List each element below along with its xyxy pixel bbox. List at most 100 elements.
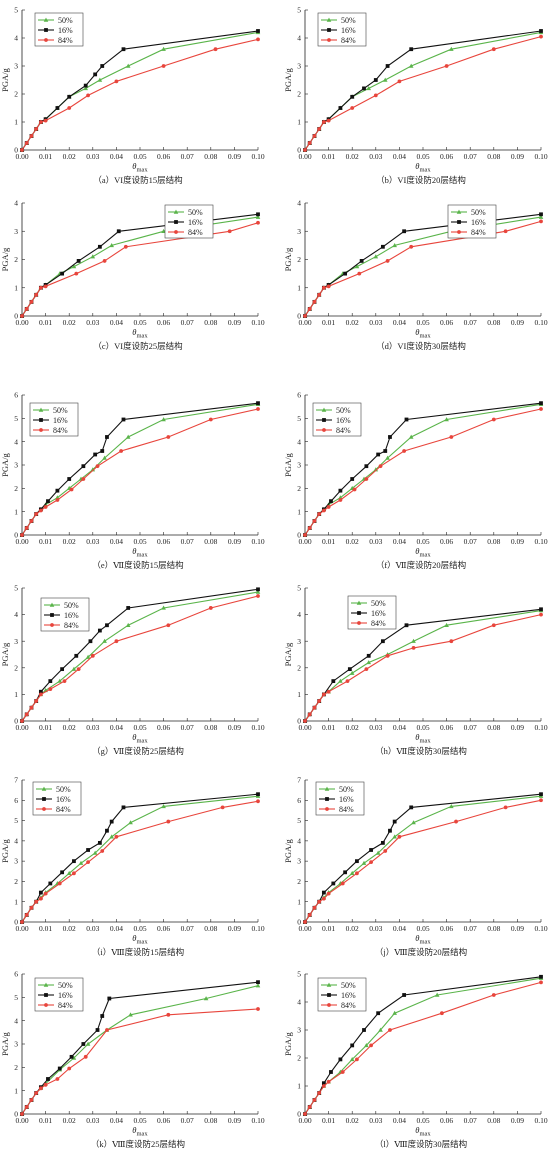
x-tick-label: 0.02 — [346, 1116, 359, 1125]
data-point-16% — [338, 1057, 343, 1062]
y-tick-label: 5 — [297, 6, 301, 15]
y-tick-label: 5 — [14, 584, 18, 593]
data-point-16% — [100, 449, 105, 453]
y-tick-label: 1 — [297, 118, 301, 127]
data-point-50% — [97, 77, 103, 82]
data-point-16% — [60, 271, 65, 276]
data-point-84% — [102, 259, 107, 263]
data-point-16% — [380, 244, 385, 249]
y-tick-label: 0 — [14, 918, 18, 927]
y-tick-label: 3 — [14, 62, 18, 71]
data-point-84% — [539, 798, 543, 803]
data-point-84% — [307, 141, 312, 145]
data-point-84% — [383, 849, 388, 853]
y-tick-label: 2 — [297, 663, 301, 672]
series-line-16% — [21, 30, 259, 151]
y-tick-label: 3 — [297, 227, 301, 236]
data-point-84% — [321, 1084, 326, 1088]
legend-label-16%: 16% — [58, 991, 73, 1000]
data-point-16% — [373, 78, 378, 82]
y-tick-label: 4 — [14, 836, 18, 845]
y-axis-label: PGA/g — [0, 1031, 10, 1055]
x-tick-label: 0.01 — [39, 924, 52, 933]
x-tick-label: 0.08 — [487, 1116, 500, 1125]
x-tick-label: 0.07 — [464, 723, 477, 732]
data-point-16% — [105, 435, 109, 439]
legend-marker-50% — [49, 602, 55, 607]
data-point-84% — [307, 913, 312, 917]
legend-marker-16% — [50, 613, 54, 617]
x-tick-label: 0.07 — [464, 924, 477, 933]
panel-caption: （a）VI度设防15层结构 — [93, 175, 182, 185]
x-tick-label: 0.03 — [86, 1116, 99, 1125]
data-point-16% — [409, 47, 414, 52]
data-point-84% — [29, 1098, 34, 1102]
data-point-16% — [404, 417, 409, 422]
data-point-84% — [86, 860, 90, 865]
legend-label-84%: 84% — [371, 619, 386, 628]
chart-panel-c: 0.00 0.01 0.02 0.03 0.04 0.05 0.06 0.07 0.08 0.09… — [0, 199, 265, 351]
data-point-84% — [303, 314, 307, 318]
x-tick-label: 0.04 — [110, 152, 123, 161]
x-tick-label: 0.09 — [511, 537, 524, 546]
y-tick-label: 0 — [297, 717, 301, 726]
x-tick-label: 0.06 — [440, 152, 453, 161]
data-point-84% — [312, 705, 317, 710]
legend: 50%16%84% — [34, 12, 84, 47]
data-point-84% — [55, 1077, 60, 1081]
y-tick-label: 5 — [297, 816, 301, 825]
data-point-50% — [392, 242, 397, 248]
x-tick-label: 0.01 — [39, 318, 52, 327]
data-point-16% — [126, 606, 131, 610]
panel-caption: （l）Ⅷ度设防30层结构 — [375, 1139, 467, 1149]
data-point-50% — [354, 264, 360, 269]
y-tick-label: 1 — [297, 1082, 301, 1091]
x-tick-label: 0.05 — [133, 1116, 146, 1125]
data-point-84% — [24, 526, 29, 530]
data-point-84% — [24, 307, 29, 311]
data-point-84% — [114, 79, 119, 84]
y-tick-label: 0 — [14, 312, 18, 321]
x-tick-label: 0.08 — [487, 924, 500, 933]
x-tick-label: 0.07 — [464, 537, 477, 546]
data-point-16% — [116, 229, 121, 234]
legend-label-84%: 84% — [188, 228, 203, 237]
x-tick-label: 0.02 — [346, 537, 359, 546]
data-point-50% — [102, 638, 107, 643]
data-point-84% — [439, 1011, 444, 1016]
data-point-84% — [20, 719, 24, 723]
y-tick-label: 0 — [14, 1110, 18, 1119]
data-point-16% — [38, 890, 43, 895]
data-point-16% — [329, 1070, 333, 1074]
x-tick-label: 0.08 — [204, 152, 217, 161]
data-point-16% — [376, 452, 381, 457]
data-point-84% — [43, 1082, 48, 1087]
x-tick-label: 0.10 — [534, 537, 547, 546]
x-tick-label: 0.09 — [511, 1116, 524, 1125]
data-point-84% — [397, 79, 402, 84]
data-point-84% — [340, 881, 345, 886]
data-point-84% — [307, 307, 312, 311]
x-tick-label: 0.00 — [15, 537, 28, 546]
data-point-84% — [317, 699, 322, 703]
x-tick-label: 0.01 — [322, 152, 335, 161]
x-tick-label: 0.04 — [110, 924, 123, 933]
chart-panel-k: 0.00 0.01 0.02 0.03 0.04 0.05 0.06 0.07 0.08 0.09… — [0, 970, 265, 1149]
data-point-84% — [317, 127, 322, 131]
data-point-84% — [24, 1105, 29, 1109]
data-point-84% — [312, 134, 317, 138]
y-tick-label: 5 — [14, 816, 18, 825]
data-point-16% — [48, 679, 53, 683]
data-point-84% — [34, 292, 39, 297]
data-point-84% — [72, 871, 76, 876]
data-point-50% — [71, 666, 77, 671]
data-point-50% — [392, 1010, 397, 1015]
y-tick-label: 0 — [14, 717, 18, 726]
data-point-84% — [539, 219, 543, 224]
data-point-16% — [539, 212, 543, 217]
data-point-84% — [317, 1091, 322, 1095]
legend-marker-84% — [322, 428, 326, 432]
data-point-84% — [303, 148, 307, 152]
data-point-16% — [38, 689, 43, 694]
x-tick-label: 0.08 — [204, 537, 217, 546]
